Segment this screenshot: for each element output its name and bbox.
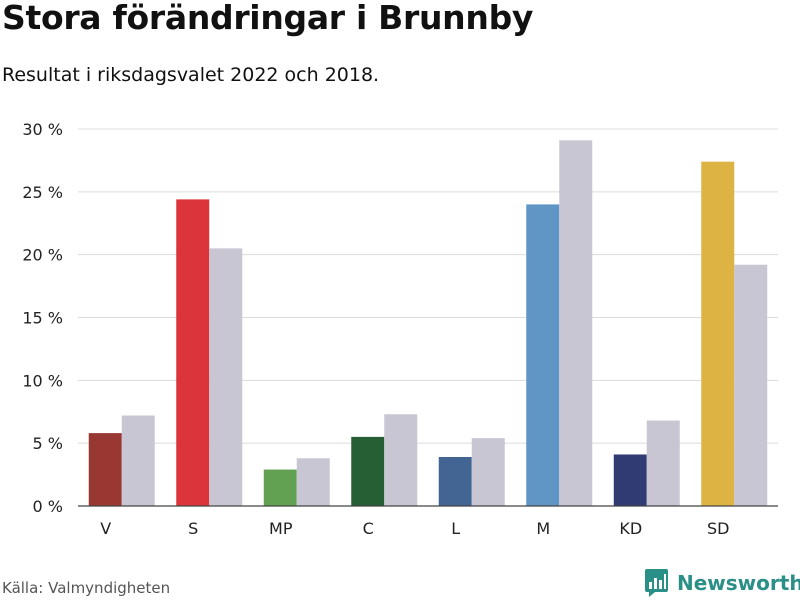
bar-2022-l	[438, 456, 472, 506]
y-tick-label: 20 %	[22, 246, 63, 265]
bar-2018-m	[559, 140, 593, 506]
bar-2022-sd	[701, 161, 735, 506]
brand-name: Newsworthy	[677, 571, 800, 595]
y-tick-label: 30 %	[22, 120, 63, 139]
x-tick-label: V	[100, 519, 111, 538]
bar-2022-s	[176, 199, 210, 506]
x-tick-label: SD	[707, 519, 729, 538]
x-tick-label: KD	[619, 519, 642, 538]
chart-title: Stora förändringar i Brunnby	[2, 0, 534, 37]
x-tick-label: M	[536, 519, 550, 538]
y-tick-label: 25 %	[22, 183, 63, 202]
y-tick-label: 15 %	[22, 309, 63, 328]
bar-chart: 0 % 5 % 10 % 15 % 20 % 25 % 30 % V S MP C L M KD SD	[22, 120, 778, 538]
bar-2022-mp	[263, 469, 297, 506]
y-tick-label: 0 %	[33, 497, 63, 516]
bar-2022-kd	[613, 454, 647, 506]
newsworthy-logo: Newsworthy	[644, 568, 800, 598]
bar-2018-kd	[646, 420, 680, 506]
x-tick-label: S	[188, 519, 198, 538]
bar-2022-m	[526, 204, 560, 506]
bar-2018-s	[209, 248, 243, 506]
bar-2018-c	[384, 414, 418, 506]
source-note: Källa: Valmyndigheten	[2, 579, 171, 597]
newsworthy-logo-icon	[645, 569, 668, 597]
x-tick-label: L	[451, 519, 460, 538]
bar-2022-c	[351, 436, 385, 506]
bar-2018-sd	[734, 264, 768, 506]
bar-2018-mp	[296, 458, 330, 506]
x-tick-label: C	[363, 519, 374, 538]
bar-2022-v	[88, 433, 122, 506]
x-tick-label: MP	[269, 519, 293, 538]
chart-subtitle: Resultat i riksdagsvalet 2022 och 2018.	[2, 64, 380, 86]
y-tick-label: 10 %	[22, 371, 63, 390]
y-tick-label: 5 %	[33, 434, 63, 453]
bar-2018-v	[121, 415, 155, 506]
bar-2018-l	[471, 438, 505, 506]
